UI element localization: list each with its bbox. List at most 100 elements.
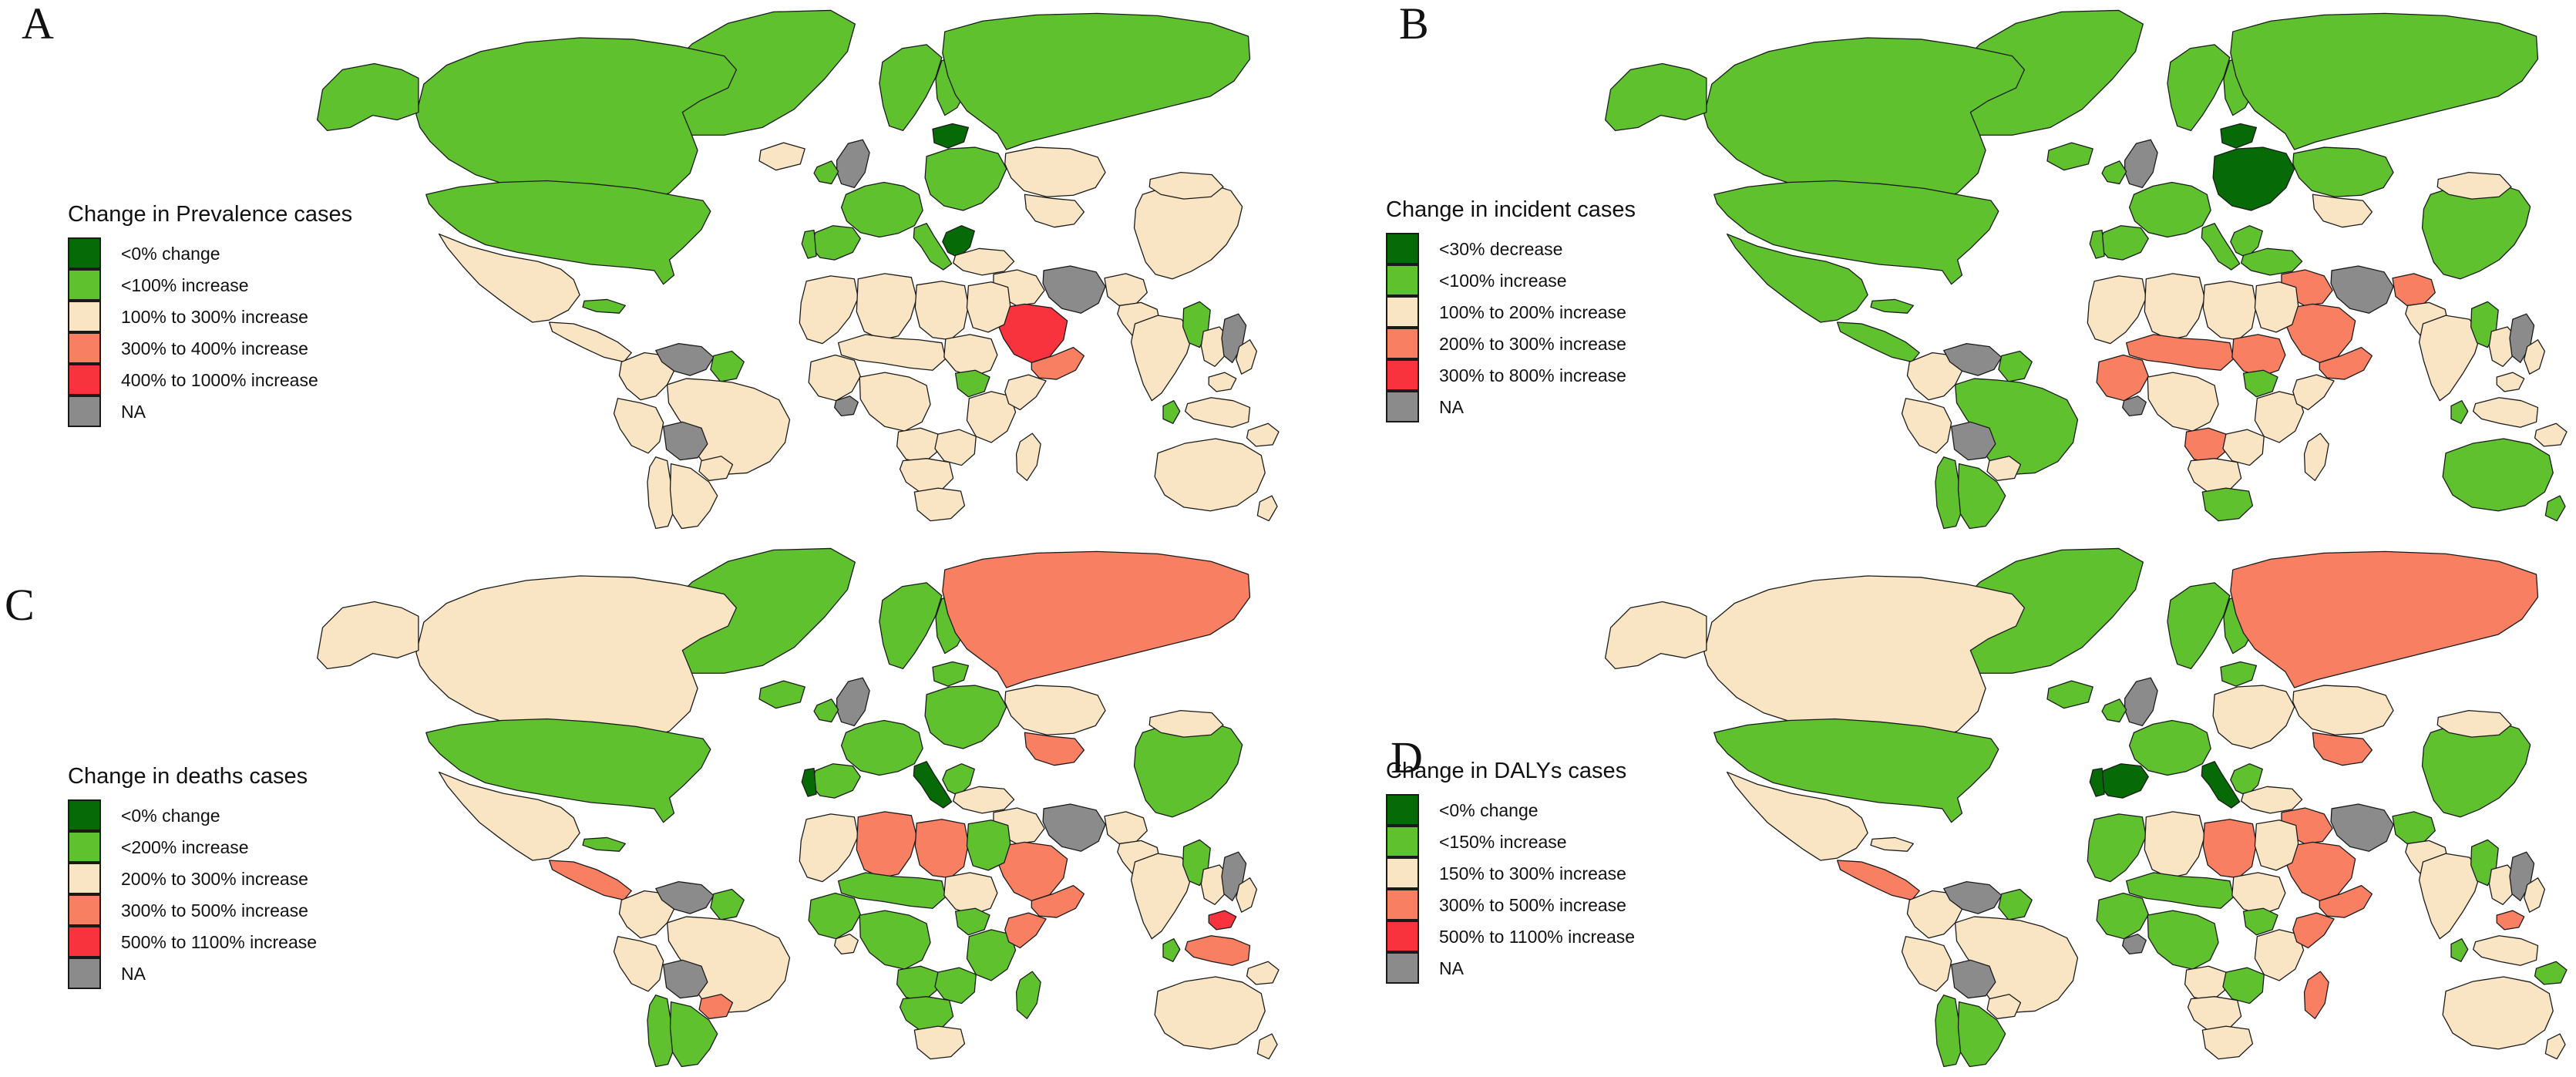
region-eeurope <box>2212 685 2295 749</box>
region-omanyemen <box>2319 884 2373 918</box>
legend-title: Change in DALYs cases <box>1386 759 1627 783</box>
world-map-prevalence <box>123 2 1280 532</box>
region-canada <box>1703 37 2026 204</box>
region-libya <box>2202 819 2258 879</box>
legend-item-s: 200% to 300% increase <box>1386 328 1636 360</box>
legend-item-dg: <30% decrease <box>1386 233 1636 265</box>
region-wafrica <box>2096 892 2149 940</box>
legend-item-g: <200% increase <box>68 831 317 863</box>
region-zambia <box>934 967 977 1005</box>
region-malaysia <box>1208 372 1237 392</box>
legend-item-na: NA <box>68 395 352 428</box>
legend-swatch-g <box>1386 826 1419 857</box>
region-angola <box>2184 965 2227 1002</box>
region-colombia <box>618 890 676 939</box>
region-venezuela <box>655 343 715 376</box>
region-somalia <box>1004 912 1047 949</box>
region-scandinavia <box>2167 44 2231 131</box>
region-bolivia <box>663 959 708 999</box>
legend-swatch-g <box>68 831 101 863</box>
region-colombia <box>1906 890 1964 939</box>
region-baltics <box>2220 123 2258 149</box>
legend-title: Change in incident cases <box>1386 197 1636 222</box>
legend-label: 300% to 500% increase <box>1439 895 1626 915</box>
region-uk <box>836 677 870 727</box>
world-map-svg-C <box>317 547 1280 1068</box>
region-india <box>2418 315 2482 402</box>
region-omanyemen <box>1031 884 1085 918</box>
world-map-dalys <box>1411 540 2568 1070</box>
region-srilanka <box>1162 400 1181 424</box>
region-centralasia <box>1024 732 1085 766</box>
world-map-svg-B <box>1605 9 2568 530</box>
region-algeria <box>2144 273 2205 341</box>
region-paraguay <box>1986 994 2022 1019</box>
region-southsudan <box>954 907 990 936</box>
legend-swatch-na <box>68 958 101 989</box>
region-png <box>1246 961 1280 985</box>
region-camerica <box>1836 860 1920 900</box>
region-egypt <box>966 281 1011 333</box>
legend-swatch-c <box>68 863 101 894</box>
legend-label: <0% change <box>121 806 220 826</box>
region-nz <box>2544 1033 2566 1060</box>
region-sudan <box>2231 334 2286 377</box>
panel-D: D Change in DALYs cases <0% change <150% … <box>1288 538 2576 1076</box>
legend-label: NA <box>121 964 146 984</box>
region-iberia <box>2097 225 2149 261</box>
legend-label: 300% to 800% increase <box>1439 365 1626 385</box>
region-cafrica <box>2147 372 2219 432</box>
region-indonesia <box>1184 397 1251 428</box>
legend-item-c: 100% to 300% increase <box>68 301 352 333</box>
region-chile <box>1935 995 1965 1068</box>
region-weurope <box>840 181 923 238</box>
region-alaska <box>1605 62 1707 131</box>
legend-incidence: Change in incident cases <30% decrease <1… <box>1386 197 1636 423</box>
region-venezuela <box>655 881 715 914</box>
region-turkey <box>2241 247 2303 276</box>
region-bolivia <box>663 421 708 461</box>
region-egypt <box>2254 820 2299 871</box>
region-colombia <box>1906 352 1964 401</box>
region-alaska <box>1605 601 1707 669</box>
region-argentina <box>669 1001 718 1068</box>
region-angola <box>2184 427 2227 464</box>
region-philippines <box>1236 339 1258 375</box>
legend-rows: <0% change <200% increase 200% to 300% inc… <box>68 799 317 990</box>
region-angola <box>896 965 939 1002</box>
region-australia <box>1154 438 1266 512</box>
region-usa <box>1713 180 1999 285</box>
legend-label: <30% decrease <box>1439 239 1563 259</box>
region-uk <box>2124 139 2158 189</box>
legend-swatch-dg <box>68 237 101 269</box>
legend-swatch-c <box>1386 857 1419 889</box>
region-argentina <box>1957 1001 2006 1068</box>
region-mexico <box>1726 233 1868 323</box>
region-eafrica <box>2254 391 2305 443</box>
region-png <box>2534 422 2568 447</box>
panel-label-C: C <box>5 580 35 630</box>
legend-swatch-s <box>68 332 101 364</box>
region-iberia <box>2097 763 2149 799</box>
panel-B: B Change in incident cases <30% decrease… <box>1288 0 2576 538</box>
region-namibia_bots <box>2187 458 2242 493</box>
region-somalia <box>2292 374 2335 411</box>
region-sudan <box>2231 872 2286 915</box>
legend-swatch-c <box>68 301 101 332</box>
region-ireland <box>2101 698 2127 723</box>
region-kazakhstan <box>1004 146 1106 197</box>
region-egypt <box>2254 281 2299 333</box>
legend-title: Change in Prevalence cases <box>68 202 353 227</box>
legend-label: <100% increase <box>1439 271 1567 291</box>
region-venezuela <box>1943 881 2003 914</box>
region-iran <box>2330 265 2394 314</box>
panel-label-D: D <box>1391 732 1423 783</box>
region-iberia <box>809 225 861 261</box>
region-baltics <box>2220 661 2258 687</box>
legend-item-r: 400% to 1000% increase <box>68 364 352 396</box>
legend-swatch-s <box>1386 328 1419 359</box>
region-png <box>1246 422 1280 447</box>
region-sudan <box>943 334 998 377</box>
region-cuba <box>582 298 626 314</box>
legend-label: NA <box>1439 397 1464 417</box>
